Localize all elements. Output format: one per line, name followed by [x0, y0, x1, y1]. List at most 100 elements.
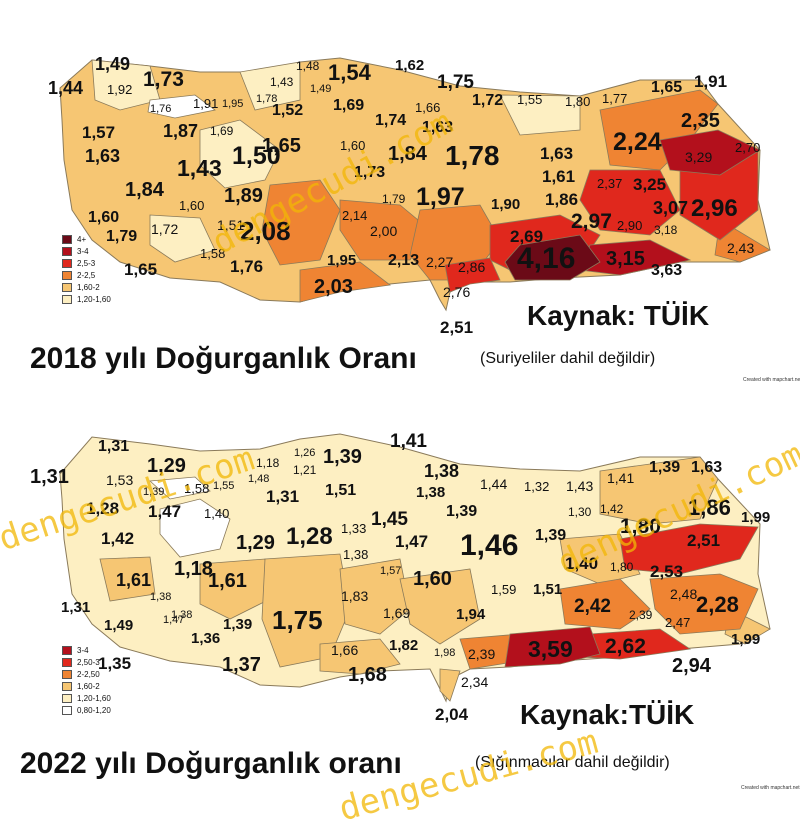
province-value-label: 1,72 — [151, 221, 178, 237]
province-value-label: 1,38 — [416, 484, 445, 501]
province-value-label: 1,60 — [179, 198, 204, 213]
legend-label: 2,50-3 — [77, 657, 100, 667]
source-label-2022: Kaynak:TÜİK — [520, 699, 695, 730]
province-value-label: 2,34 — [461, 674, 488, 690]
province-value-label: 1,45 — [371, 509, 408, 530]
province-value-label: 1,50 — [232, 142, 281, 170]
province-value-label: 3,25 — [633, 175, 666, 194]
legend-item: 3-4 — [62, 644, 111, 656]
province-value-label: 2,53 — [650, 562, 683, 581]
province-value-label: 3,07 — [653, 198, 688, 218]
province-value-label: 1,39 — [535, 527, 566, 544]
province-value-label: 2,97 — [571, 210, 612, 233]
legend-2018: 4+ 3-4 2,5-3 2-2,5 1,60-2 1,20-1,60 — [62, 233, 111, 305]
map-title-2018: 2018 yılı Doğurganlık Oranı — [30, 342, 417, 375]
province-value-label: 2,51 — [440, 318, 473, 337]
province-value-label: 1,74 — [375, 112, 406, 129]
province-value-label: 1,61 — [116, 570, 151, 590]
legend-item: 4+ — [62, 233, 111, 245]
province-value-label: 1,51 — [325, 482, 356, 499]
province-value-label: 1,43 — [270, 75, 294, 89]
province-value-label: 1,78 — [445, 140, 500, 171]
province-value-label: 1,76 — [150, 103, 171, 115]
province-value-label: 1,79 — [106, 228, 137, 245]
turkey-map-2022: 1,31 1,31 1,53 1,29 1,26 1,39 1,41 1,18 1,21 1,48… — [30, 431, 771, 724]
province-value-label: 1,61 — [542, 167, 575, 186]
province-value-label: 1,44 — [480, 476, 507, 492]
province-value-label: 1,55 — [517, 92, 542, 107]
map-note-2022: (Sığınmacılar dahil değildir) — [475, 754, 670, 771]
credit-2022: Created with mapchart.net — [741, 785, 800, 791]
province-value-label: 1,86 — [688, 495, 731, 520]
province-value-label: 1,99 — [741, 509, 770, 526]
province-value-label: 2,39 — [468, 646, 495, 662]
province-value-label: 1,75 — [437, 72, 474, 93]
province-value-label: 2,13 — [388, 252, 419, 269]
map-note-2018: (Suriyeliler dahil değildir) — [480, 350, 656, 367]
legend-label: 1,60-2 — [77, 282, 100, 292]
province-value-label: 1,48 — [248, 473, 269, 485]
province-value-label: 1,69 — [333, 97, 364, 114]
province-value-label: 1,75 — [272, 605, 323, 635]
province-value-label: 1,29 — [236, 532, 275, 554]
credit-2018: Created with mapchart.net — [743, 377, 800, 383]
legend-label: 1,20-1,60 — [77, 693, 111, 703]
legend-item: 1,20-1,60 — [62, 692, 111, 704]
value-labels-2022: 1,31 1,31 1,53 1,29 1,26 1,39 1,41 1,18 1,21 1,48… — [30, 431, 770, 724]
province-value-label: 2,27 — [426, 254, 453, 270]
turkey-map-2018: 1,491,44 1,92 1,731,481,43 1,54 1,621,75 1,91… — [48, 54, 771, 337]
province-value-label: 1,77 — [602, 91, 627, 106]
province-value-label: 1,47 — [148, 502, 181, 521]
province-value-label: 1,39 — [223, 616, 252, 633]
province-value-label: 2,70 — [735, 140, 760, 155]
province-value-label: 1,63 — [691, 459, 722, 476]
province-value-label: 1,58 — [200, 246, 225, 261]
province-value-label: 1,80 — [610, 560, 634, 574]
province-value-label: 1,57 — [380, 565, 401, 577]
legend-item: 1,60-2 — [62, 281, 111, 293]
province-value-label: 2,04 — [435, 705, 469, 724]
province-value-label: 2,28 — [696, 592, 739, 617]
province-value-label: 1,97 — [416, 183, 465, 211]
province-value-label: 2,86 — [458, 259, 485, 275]
province-value-label: 2,42 — [574, 596, 611, 617]
province-value-label: 1,63 — [85, 146, 120, 166]
province-value-label: 2,94 — [672, 655, 712, 677]
province-value-label: 4,16 — [517, 242, 575, 275]
province-value-label: 1,84 — [125, 179, 165, 201]
province-value-label: 1,68 — [348, 664, 387, 686]
province-value-label: 1,32 — [524, 479, 549, 494]
province-value-label: 1,29 — [147, 455, 186, 477]
legend-item: 2-2,50 — [62, 668, 111, 680]
province-value-label: 1,65 — [262, 135, 301, 157]
legend-item: 2,50-3 — [62, 656, 111, 668]
province-value-label: 1,38 — [343, 547, 368, 562]
province-value-label: 1,62 — [395, 57, 424, 74]
province-value-label: 1,66 — [415, 100, 440, 115]
province-value-label: 1,40 — [565, 554, 598, 573]
province-value-label: 1,83 — [341, 588, 368, 604]
province-value-label: 1,58 — [184, 481, 209, 496]
province-value-label: 2,03 — [314, 276, 353, 298]
province-value-label: 1,49 — [95, 54, 130, 74]
province-value-label: 1,31 — [266, 487, 299, 506]
province-value-label: 1,38 — [171, 609, 192, 621]
province-value-label: 1,28 — [86, 499, 119, 518]
province-value-label: 1,76 — [230, 257, 263, 276]
province-value-label: 1,78 — [256, 93, 277, 105]
province-value-label: 1,38 — [424, 461, 459, 481]
legend-item: 2-2,5 — [62, 269, 111, 281]
province-value-label: 1,63 — [422, 119, 453, 136]
province-value-label: 1,59 — [491, 582, 516, 597]
province-value-label: 2,96 — [691, 195, 738, 222]
province-value-label: 1,52 — [272, 102, 303, 119]
province-value-label: 3,29 — [685, 149, 712, 165]
province-value-label: 1,65 — [651, 79, 682, 96]
province-value-label: 1,35 — [98, 654, 131, 673]
province-value-label: 1,18 — [256, 456, 280, 470]
province-value-label: 1,31 — [30, 466, 69, 488]
province-value-label: 1,54 — [328, 60, 372, 85]
province-value-label: 1,87 — [163, 121, 198, 141]
province-value-label: 1,51 — [217, 217, 244, 233]
province-value-label: 1,41 — [390, 431, 427, 452]
